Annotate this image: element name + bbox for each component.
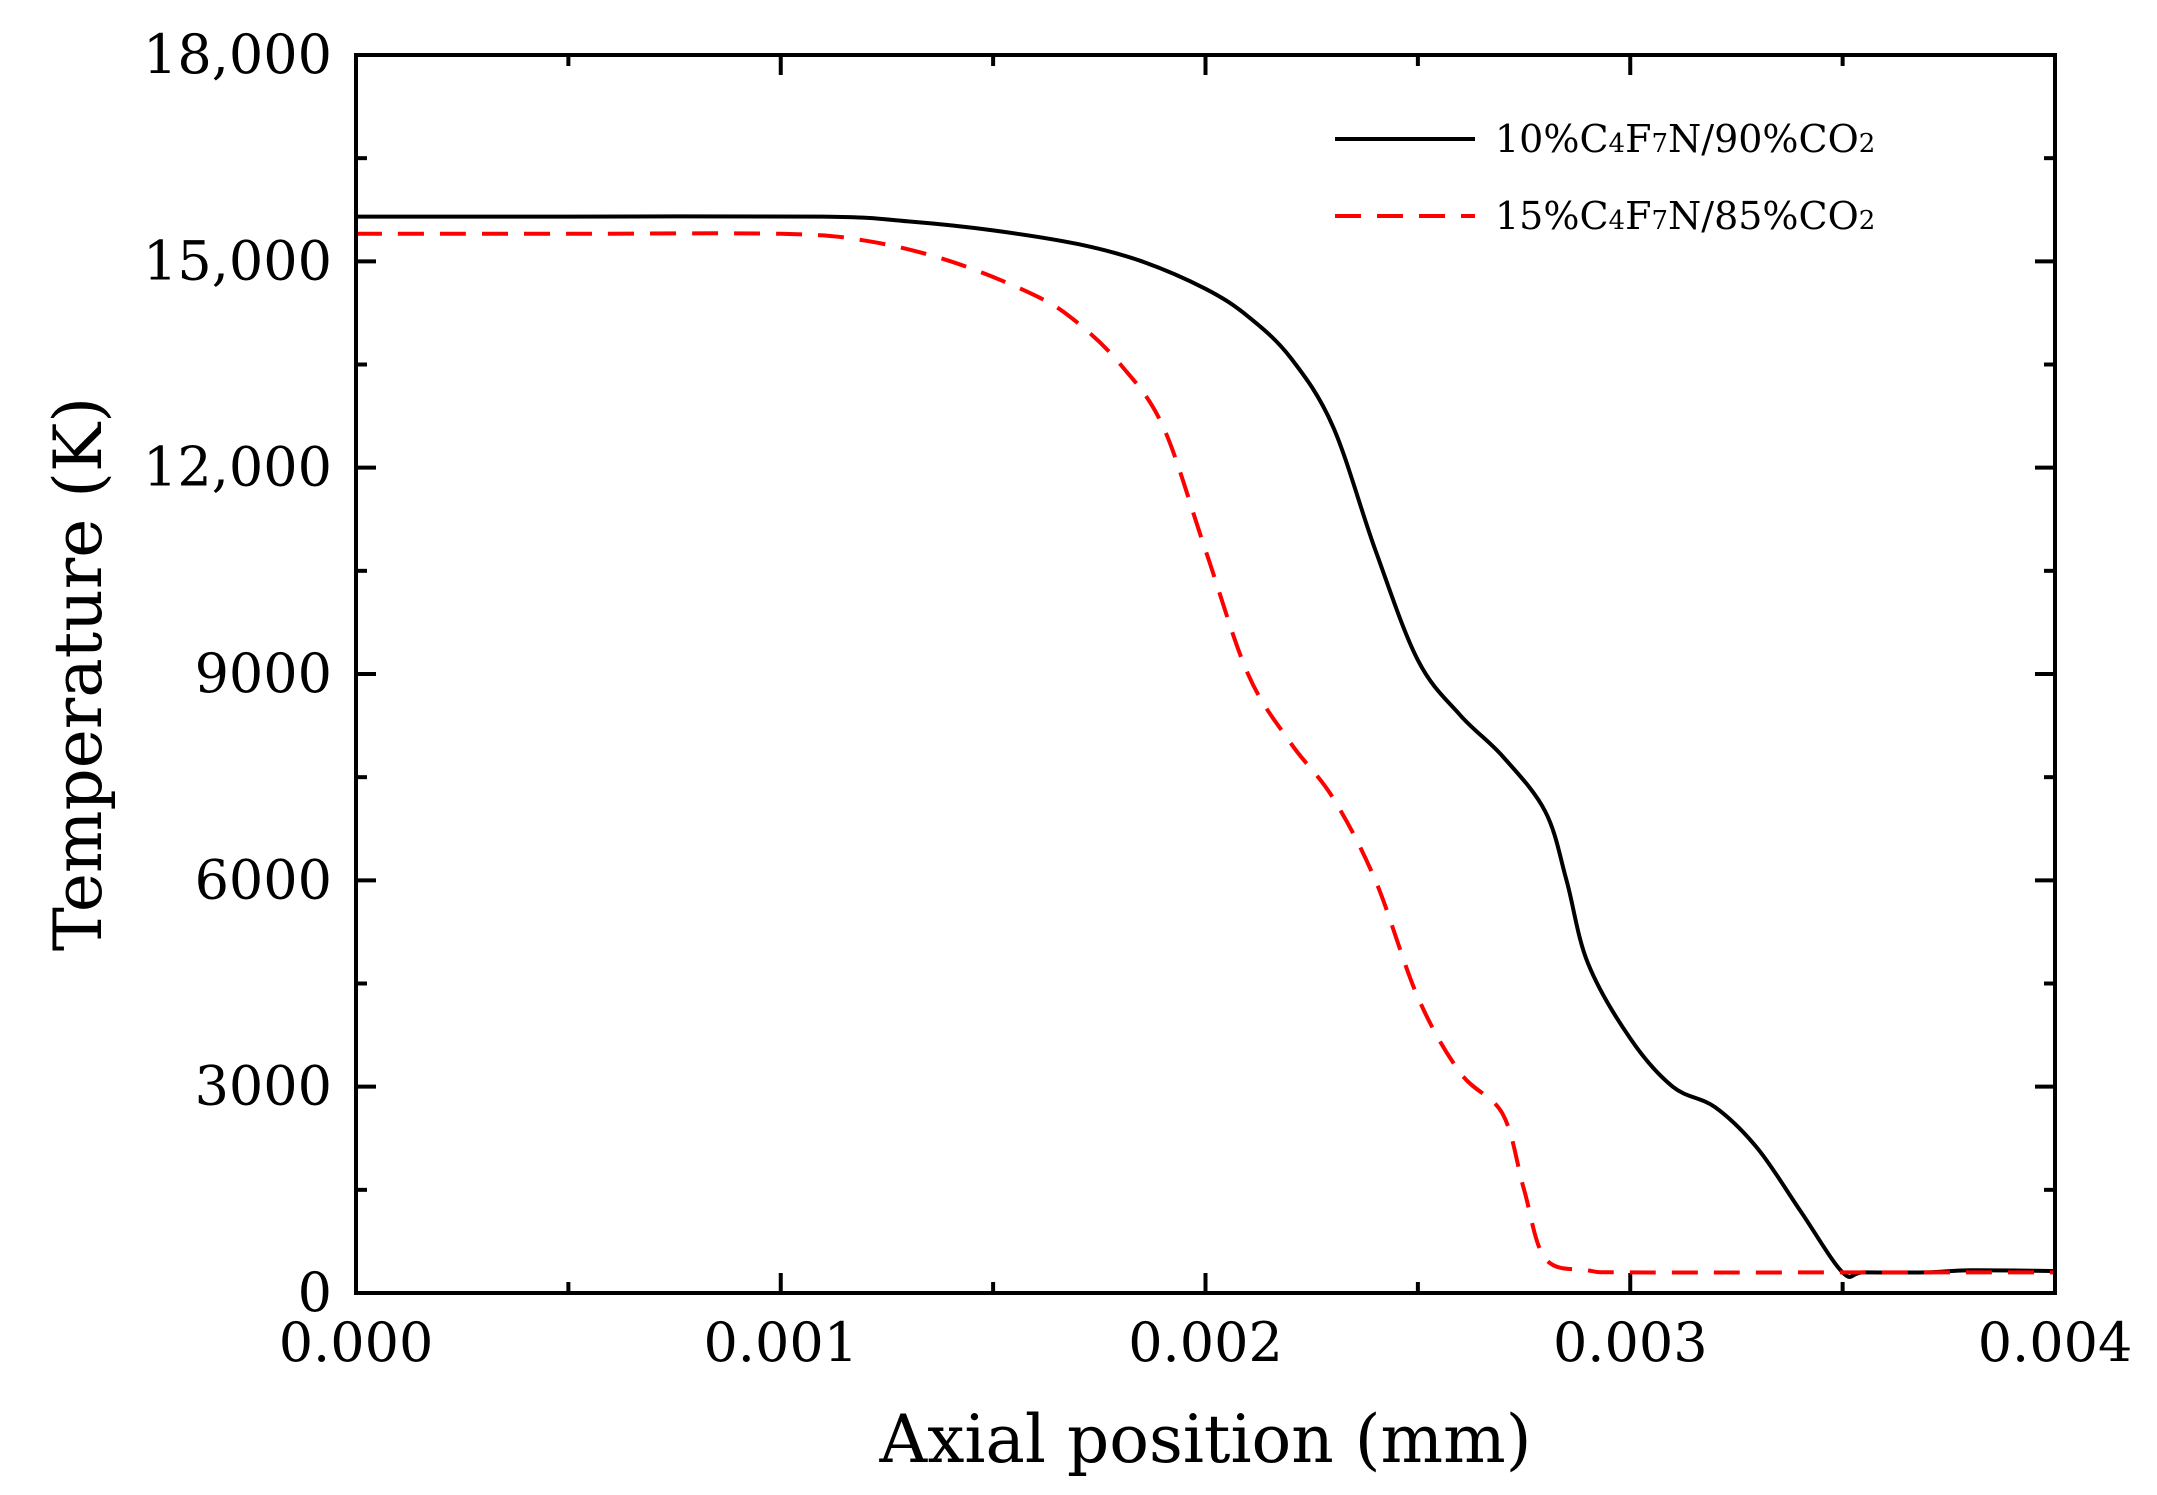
y-tick-label: 6000 — [195, 848, 332, 911]
y-tick-label: 0 — [298, 1261, 332, 1324]
series-layer — [355, 214, 2056, 1279]
y-tick-label: 3000 — [195, 1055, 332, 1118]
legend-label-2: 15%C4F7N/85%CO2 — [1495, 194, 1875, 238]
x-tick-label: 0.002 — [1128, 1311, 1283, 1374]
legend-label-1: 10%C4F7N/90%CO2 — [1495, 117, 1875, 161]
x-axis-title: Axial position (mm) — [879, 1401, 1532, 1478]
x-tick-label: 0.003 — [1553, 1311, 1708, 1374]
x-tick-labels: 0.000 0.001 0.002 0.003 0.004 — [279, 1311, 2133, 1374]
legend: 10%C4F7N/90%CO2 15%C4F7N/85%CO2 — [1335, 117, 1875, 238]
y-tick-label: 12,000 — [143, 436, 332, 499]
y-tick-label: 15,000 — [143, 229, 332, 292]
x-tick-label: 0.001 — [703, 1311, 858, 1374]
y-tick-label: 18,000 — [143, 23, 332, 86]
x-tick-label: 0.004 — [1978, 1311, 2133, 1374]
major-ticks — [354, 53, 2057, 1295]
series-line-2 — [356, 231, 2055, 1275]
y-tick-labels: 0 3000 6000 9000 12,000 15,000 18,000 — [143, 23, 332, 1324]
y-tick-label: 9000 — [195, 642, 332, 705]
x-tick-label: 0.000 — [279, 1311, 434, 1374]
series-line-1 — [355, 214, 2056, 1279]
plot-frame — [354, 53, 2057, 1295]
y-axis-title: Temperature (K) — [40, 397, 117, 951]
minor-ticks — [356, 55, 2055, 1293]
